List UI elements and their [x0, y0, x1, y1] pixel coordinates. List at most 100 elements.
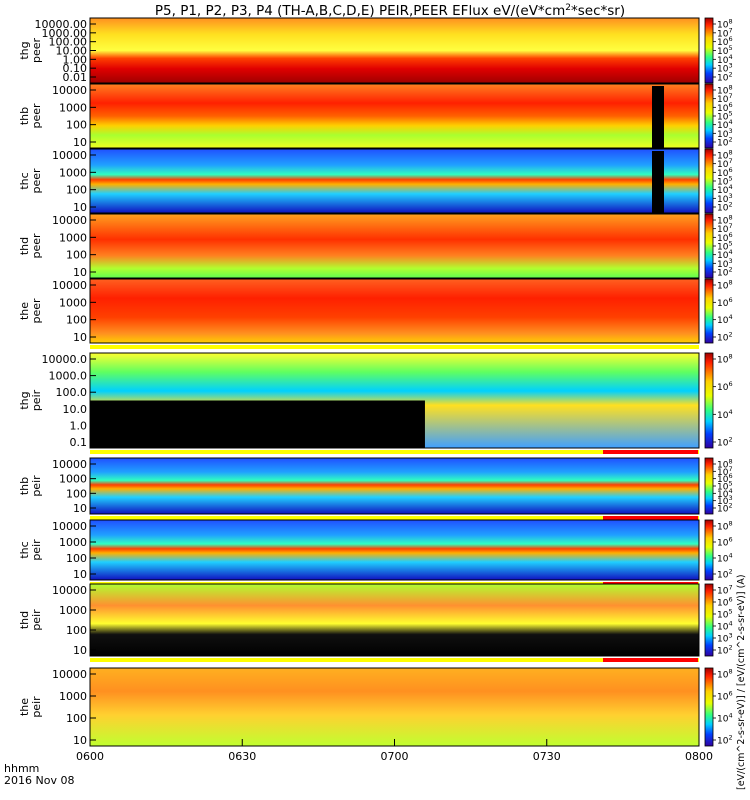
panel-frame: [89, 278, 700, 344]
colorbar-tick-exponent: 8: [728, 18, 732, 26]
colorbar-tick-base: 10: [717, 461, 729, 471]
colorbar-tick-exponent: 8: [728, 84, 732, 92]
spectrogram-image: [90, 84, 699, 148]
colorbar-tick-label: 108: [717, 214, 733, 227]
colorbar-tick-label: 104: [717, 118, 733, 131]
colorbar-tick-label: 107: [717, 222, 733, 235]
colorbar-tick-exponent: 4: [728, 313, 732, 321]
y-tick-label: 1000: [59, 296, 87, 309]
colorbar-tick-label: 103: [717, 127, 733, 140]
colorbar-gradient: [704, 352, 714, 449]
quality-flag-good: [90, 345, 699, 349]
colorbar-tick-exponent: 4: [728, 552, 732, 560]
y-tick-label: 1000.00: [42, 27, 88, 40]
colorbar-tick-exponent: 3: [728, 632, 732, 640]
colorbar-tick-label: 104: [717, 53, 733, 66]
colorbar-tick-base: 10: [717, 587, 729, 597]
x-tick-label: 0700: [381, 750, 409, 763]
y-axis-label: thgpeer: [18, 38, 43, 64]
quality-flag-bar: [90, 516, 699, 520]
colorbar-tick-exponent: 6: [728, 101, 732, 109]
colorbar-tick-exponent: 4: [728, 620, 732, 628]
colorbar-tick-exponent: 2: [728, 331, 732, 339]
colorbar-tick-base: 10: [717, 539, 729, 549]
colorbar-tick-base: 10: [717, 715, 729, 725]
colorbar-tick-exponent: 8: [728, 149, 732, 157]
colorbar-tick-label: 106: [717, 380, 733, 393]
colorbar-tick-label: 108: [717, 668, 733, 681]
y-tick-label: 1000: [59, 231, 87, 244]
x-tick-label: 0600: [76, 750, 104, 763]
y-tick-label: 0.10: [63, 62, 88, 75]
colorbar-tick-exponent: 3: [728, 62, 732, 70]
y-tick-label: 100: [66, 624, 87, 637]
colorbar-tick-label: 102: [717, 266, 733, 279]
y-label-probe: thb: [18, 107, 31, 125]
y-tick-label: 10000: [52, 584, 87, 597]
title-superscript: 2: [565, 3, 571, 13]
y-label-probe: thc: [18, 541, 31, 558]
colorbar-tick-base: 10: [717, 523, 729, 533]
colorbar-tick-label: 103: [717, 494, 733, 507]
colorbar-tick-exponent: 2: [728, 568, 732, 576]
colorbar-tick-label: 107: [717, 26, 733, 39]
y-tick-label: 10000: [52, 520, 87, 533]
colorbar-tick-base: 10: [717, 95, 729, 105]
quality-flag-bar: [90, 345, 699, 349]
panel-thb-peer: 10000100010010thbpeer1081071061051041031…: [18, 83, 733, 149]
y-label-species: peer: [30, 298, 43, 324]
colorbar-tick-label: 102: [717, 331, 733, 344]
colorbar-tick-label: 104: [717, 408, 733, 421]
colorbar-tick-exponent: 2: [728, 644, 732, 652]
colorbar-tick-exponent: 4: [728, 248, 732, 256]
colorbar-tick-base: 10: [717, 299, 729, 309]
data-gap: [652, 86, 664, 148]
x-axis-label-hhmm: hhmm: [4, 762, 39, 775]
y-tick-label: 1000: [59, 473, 87, 486]
colorbar-tick-exponent: 2: [728, 136, 732, 144]
spectrogram-image: [90, 279, 699, 343]
y-tick-label: 1000: [59, 101, 87, 114]
colorbar-tick-label: 102: [717, 436, 733, 449]
colorbar-gradient: [704, 457, 714, 515]
spectrogram-image: [90, 149, 699, 213]
y-tick-label: 100: [66, 119, 87, 132]
panel-frame: [89, 457, 700, 515]
colorbar-gradient: [704, 213, 714, 279]
colorbar-tick-base: 10: [717, 195, 729, 205]
y-axis-label: thdpeir: [18, 609, 43, 631]
colorbar-tick-base: 10: [717, 56, 729, 66]
quality-flag-bar: [90, 658, 699, 662]
colorbar-tick-exponent: 6: [728, 472, 732, 480]
panel-thd-peer: 10000100010010thdpeer1081071061051041031…: [18, 213, 733, 279]
colorbar-tick-exponent: 7: [728, 26, 732, 34]
panel-thc-peer: 10000100010010thcpeer1081071061051041031…: [18, 148, 733, 214]
colorbar-tick-base: 10: [717, 225, 729, 235]
colorbar-tick-base: 10: [717, 497, 729, 507]
y-tick-label: 0.01: [63, 71, 88, 84]
colorbar-gradient: [704, 278, 714, 344]
colorbar-tick-base: 10: [717, 505, 729, 515]
colorbar-tick-base: 10: [717, 121, 729, 131]
colorbar-tick-label: 104: [717, 712, 733, 725]
quality-flag-bar: [90, 450, 699, 454]
y-axis-label: thepeir: [18, 696, 43, 718]
colorbar-tick-exponent: 6: [728, 296, 732, 304]
y-tick-label: 1000: [59, 690, 87, 703]
colorbar-tick-exponent: 2: [728, 436, 732, 444]
colorbar-tick-label: 104: [717, 313, 733, 326]
no-data-region: [90, 400, 425, 448]
title-main: P5, P1, P2, P3, P4 (TH-A,B,C,D,E) PEIR,P…: [155, 3, 565, 19]
colorbar-tick-base: 10: [717, 104, 729, 114]
colorbar-tick-label: 102: [717, 502, 733, 515]
colorbar-tick-exponent: 2: [728, 266, 732, 274]
colorbar-tick-label: 104: [717, 620, 733, 633]
colorbar-tick-exponent: 8: [728, 668, 732, 676]
colorbar-tick-base: 10: [717, 130, 729, 140]
y-tick-label: 10000: [52, 668, 87, 681]
y-tick-label: 1000: [59, 166, 87, 179]
